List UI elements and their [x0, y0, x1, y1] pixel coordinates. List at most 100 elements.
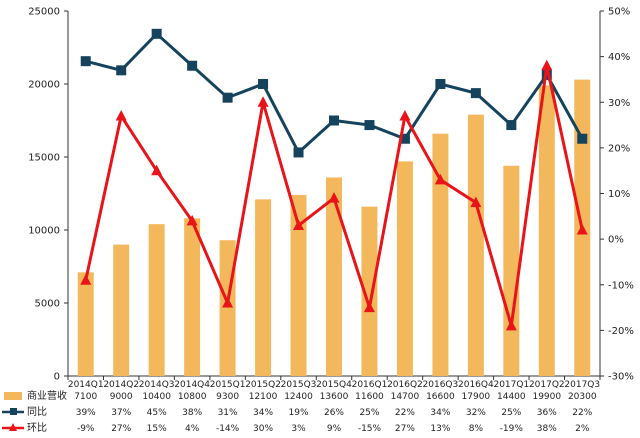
yoy-marker	[577, 133, 588, 144]
revenue-table-cell: 10400	[142, 392, 171, 402]
yoy-table-cell: 36%	[537, 408, 557, 418]
revenue-bar	[326, 177, 342, 376]
revenue-bar	[113, 244, 130, 376]
qoq-marker	[293, 219, 305, 230]
right-tick-label: 50%	[608, 7, 630, 18]
qoq-marker	[222, 297, 234, 308]
qoq-table-cell: -14%	[216, 424, 240, 434]
yoy-table-cell: 38%	[182, 408, 202, 418]
qoq-table-cell: 27%	[395, 424, 415, 434]
qoq-table-cell: -19%	[500, 424, 524, 434]
yoy-table-cell: 45%	[147, 408, 167, 418]
qoq-table-cell: 9%	[327, 424, 342, 434]
x-tick-label: 2014Q2	[103, 380, 139, 390]
revenue-table-cell: 17900	[462, 392, 491, 402]
x-tick-label: 2016Q1	[352, 380, 388, 390]
qoq-legend-marker	[9, 423, 17, 431]
yoy-table-cell: 37%	[111, 408, 131, 418]
revenue-bar	[148, 224, 165, 376]
revenue-bar	[77, 272, 94, 376]
right-tick-label: 10%	[608, 189, 630, 200]
yoy-marker	[470, 88, 481, 99]
yoy-marker	[116, 65, 127, 76]
lines-layer	[80, 28, 588, 331]
qoq-marker	[399, 109, 411, 121]
revenue-table-cell: 9300	[216, 392, 239, 402]
revenue-table-cell: 20300	[568, 392, 597, 402]
yoy-marker	[329, 115, 339, 126]
qoq-table-cell: 30%	[253, 424, 273, 434]
revenue-bar	[184, 218, 201, 376]
x-tick-label: 2014Q3	[139, 380, 175, 390]
yoy-table-cell: 25%	[359, 408, 379, 418]
yoy-marker	[222, 92, 233, 103]
left-tick-label: 0	[54, 372, 60, 383]
x-tick-label: 2016Q4	[458, 380, 494, 390]
qoq-marker	[434, 173, 446, 185]
yoy-table-cell: 22%	[572, 408, 592, 418]
revenue-legend-swatch	[4, 392, 22, 400]
bars-layer	[77, 79, 591, 377]
qoq-marker	[541, 59, 553, 71]
qoq-marker	[363, 301, 375, 313]
right-tick-label: 0%	[608, 235, 624, 246]
right-tick-label: -30%	[608, 372, 634, 383]
yoy-marker	[399, 133, 410, 144]
yoy-table-cell: 25%	[501, 408, 521, 418]
yoy-marker	[293, 147, 304, 158]
qoq-table-cell: -15%	[358, 424, 382, 434]
right-tick-label: 20%	[608, 143, 630, 154]
revenue-table-cell: 13600	[320, 392, 349, 402]
revenue-table-cell: 16600	[426, 392, 455, 402]
revenue-table-cell: 14700	[391, 392, 420, 402]
qoq-table-cell: 13%	[430, 424, 450, 434]
revenue-bar	[503, 165, 520, 376]
qoq-table-cell: 8%	[469, 424, 484, 434]
revenue-table-cell: 9000	[110, 392, 133, 402]
yoy-legend-label: 同比	[27, 406, 47, 418]
revenue-table-cell: 12100	[249, 392, 278, 402]
yoy-table-cell: 22%	[395, 408, 415, 418]
yoy-marker	[364, 120, 375, 131]
revenue-bar	[432, 133, 449, 376]
qoq-legend-label: 环比	[27, 422, 47, 434]
qoq-table-cell: 38%	[537, 424, 557, 434]
qoq-marker	[115, 109, 127, 121]
qoq-marker	[505, 319, 517, 331]
yoy-table-cell: 26%	[324, 408, 344, 418]
left-tick-label: 20000	[28, 80, 60, 91]
x-tick-label: 2014Q4	[174, 380, 210, 390]
qoq-table-cell: 27%	[111, 424, 131, 434]
revenue-bar	[219, 240, 236, 376]
qoq-table-cell: -9%	[77, 424, 95, 434]
right-tick-label: 40%	[608, 52, 630, 63]
revenue-table-cell: 12400	[284, 392, 313, 402]
revenue-bar	[467, 114, 484, 376]
left-tick-label: 5000	[35, 299, 60, 310]
qoq-table-cell: 2%	[575, 424, 590, 434]
yoy-marker	[80, 56, 91, 67]
left-tick-label: 25000	[28, 7, 60, 18]
x-tick-label: 2015Q1	[210, 380, 246, 390]
yoy-line	[85, 31, 584, 155]
left-tick-label: 15000	[28, 153, 60, 164]
revenue-legend-label: 商业营收	[27, 389, 67, 402]
revenue-bar	[361, 206, 378, 376]
yoy-table-cell: 34%	[253, 408, 273, 418]
yoy-marker	[151, 28, 162, 39]
axes-layer: 0 5000 10000 15000 20000 25000 -30% -20% -10% 0% 1…	[28, 7, 634, 391]
yoy-legend-marker	[10, 408, 17, 415]
revenue-table-cell: 14400	[497, 392, 526, 402]
qoq-marker	[151, 164, 163, 176]
qoq-marker	[576, 224, 588, 235]
revenue-bar	[396, 161, 413, 376]
qoq-marker	[328, 192, 340, 203]
qoq-table-cell: 15%	[147, 424, 167, 434]
right-tick-label: -20%	[608, 326, 634, 337]
qoq-table-cell: 3%	[291, 424, 306, 434]
yoy-marker	[506, 120, 517, 131]
yoy-table-cell: 39%	[76, 408, 96, 418]
revenue-table-cell: 7100	[74, 392, 97, 402]
